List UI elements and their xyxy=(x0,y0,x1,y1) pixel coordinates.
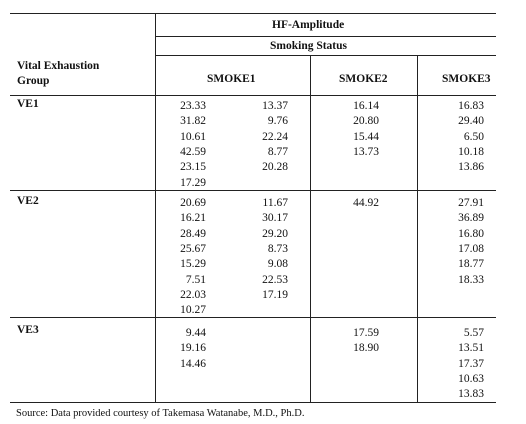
cell-value: 13.37 xyxy=(262,100,288,112)
cell-value: 11.67 xyxy=(262,197,288,209)
cell-value: 18.33 xyxy=(458,273,484,286)
cell-value: 23.15 xyxy=(180,161,206,174)
cell-value: 19.16 xyxy=(180,342,206,355)
row-label-ve3: VE3 xyxy=(17,324,39,336)
cell-value: 10.27 xyxy=(180,304,206,317)
cell-value: 20.69 xyxy=(180,197,206,209)
cell-value: 27.91 xyxy=(458,197,484,209)
cell-value: 42.59 xyxy=(180,145,206,158)
cell-value: 13.51 xyxy=(458,342,484,355)
cell-value: 17.59 xyxy=(353,327,379,339)
cell-value: 15.44 xyxy=(353,130,379,143)
rule-bottom xyxy=(10,402,496,403)
column-header-smoke2: SMOKE2 xyxy=(339,73,388,85)
cell-value: 20.28 xyxy=(262,161,288,174)
cell-value: 10.18 xyxy=(458,145,484,158)
cell-value: 10.61 xyxy=(180,130,206,143)
cell-value: 30.17 xyxy=(262,212,288,225)
cell-value: 28.49 xyxy=(180,227,206,240)
cell-value: 29.40 xyxy=(458,115,484,128)
cell-value: 13.86 xyxy=(458,161,484,174)
cell-value: 23.33 xyxy=(180,100,206,112)
cell-value: 16.80 xyxy=(458,227,484,240)
rule-under-smoking-status xyxy=(155,55,496,56)
cell-value: 36.89 xyxy=(458,212,484,225)
cell-value: 9.76 xyxy=(267,115,288,128)
header-smoking-status: Smoking Status xyxy=(270,40,348,52)
cell-value: 16.14 xyxy=(353,100,379,112)
row-label-ve1: VE1 xyxy=(17,98,39,110)
cell-value: 18.90 xyxy=(353,342,379,355)
cell-value: 22.24 xyxy=(262,130,288,143)
cell-value: 7.51 xyxy=(185,273,206,286)
cell-value: 15.29 xyxy=(180,258,206,271)
cell-value: 17.37 xyxy=(458,357,484,370)
cell-value: 6.50 xyxy=(463,130,484,143)
cell-value: 13.83 xyxy=(458,388,484,401)
header-row-label-line1: Vital Exhaustion xyxy=(17,60,100,72)
cell-value: 5.57 xyxy=(463,327,484,339)
cell-value: 16.83 xyxy=(458,100,484,112)
cell-value: 9.08 xyxy=(267,258,288,271)
divider-label-column xyxy=(155,13,156,402)
cell-value: 17.08 xyxy=(458,242,484,255)
cell-value: 17.19 xyxy=(262,288,288,301)
source-note: Source: Data provided courtesy of Takema… xyxy=(16,408,305,419)
rule-top xyxy=(10,13,496,14)
cell-value: 8.73 xyxy=(267,242,288,255)
cell-value: 10.63 xyxy=(458,372,484,385)
cell-value: 44.92 xyxy=(353,197,379,209)
row-label-ve2: VE2 xyxy=(17,195,39,207)
header-hf-amplitude: HF-Amplitude xyxy=(272,19,345,31)
column-header-smoke3: SMOKE3 xyxy=(442,73,491,85)
cell-value: 20.80 xyxy=(353,115,379,128)
cell-value: 31.82 xyxy=(180,115,206,128)
cell-value: 22.03 xyxy=(180,288,206,301)
header-row-label-line2: Group xyxy=(17,75,50,87)
divider-smoke2-smoke3 xyxy=(417,55,418,402)
cell-value: 8.77 xyxy=(267,145,288,158)
cell-value: 29.20 xyxy=(262,227,288,240)
cell-value: 17.29 xyxy=(180,176,206,189)
divider-smoke1-smoke2 xyxy=(310,55,311,402)
rule-under-header xyxy=(10,95,496,96)
cell-value: 22.53 xyxy=(262,273,288,286)
cell-value: 25.67 xyxy=(180,242,206,255)
cell-value: 13.73 xyxy=(353,145,379,158)
column-header-smoke1: SMOKE1 xyxy=(207,73,256,85)
rule-after-ve1 xyxy=(10,190,496,191)
cell-value: 9.44 xyxy=(185,327,206,339)
rule-under-hf-amplitude xyxy=(155,36,496,37)
cell-value: 18.77 xyxy=(458,258,484,271)
cell-value: 14.46 xyxy=(180,357,206,370)
rule-after-ve2 xyxy=(10,317,496,318)
cell-value: 16.21 xyxy=(180,212,206,225)
